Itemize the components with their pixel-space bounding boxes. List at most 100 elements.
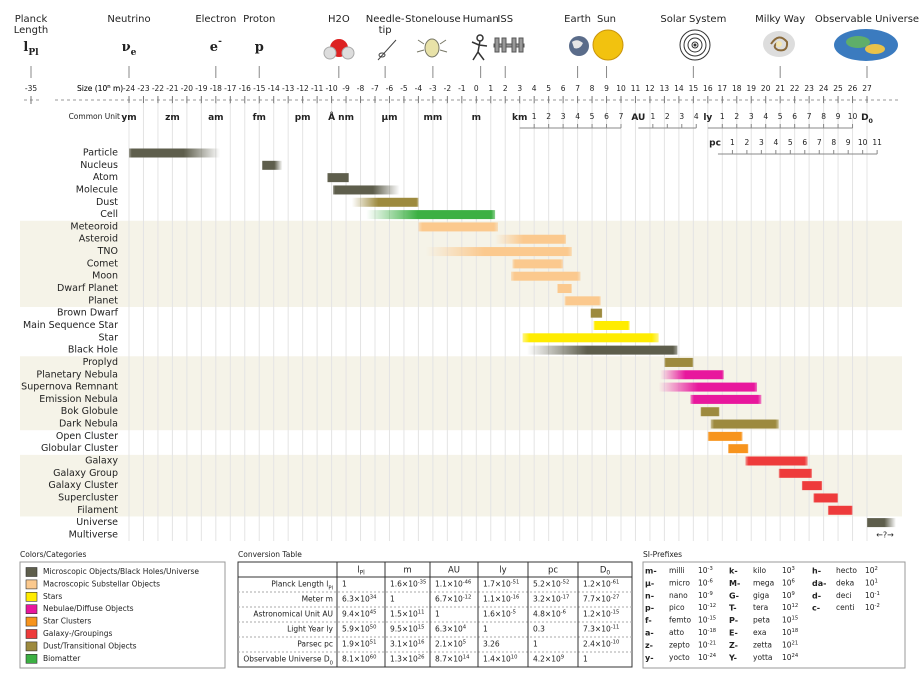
table-cell: 1 [533,640,538,649]
object-symbol-t: l [23,40,28,55]
si-power: 106 [782,578,796,588]
table-cell: 0.3 [533,625,545,634]
si-power-t: 10 [698,640,708,649]
si-power-sup: -9 [708,590,713,596]
si-name: mega [753,578,774,587]
table-cell-sup: -5 [511,609,516,615]
row-label: Moon [92,271,118,282]
row-bands [20,220,902,517]
row-label: Black Hole [68,345,118,356]
legend-label: Biomatter [43,654,81,663]
si-power-t: 10 [698,628,708,637]
size-label: Size (10n m) [77,84,123,94]
si-symbol: da- [812,579,826,588]
table-header: ly [499,565,506,575]
x-tick-label: 6 [561,84,566,93]
table-cell-t: 1 [342,580,347,589]
si-power-sup: 3 [792,566,795,572]
human-icon [471,34,488,61]
size-label-t: Size (10 [77,84,107,93]
table-cell-sup: -10 [611,639,620,645]
table-cell: 1.1×10-46 [435,579,472,589]
unit-label-t: Å [328,112,335,123]
table-cell: 9.5×1015 [390,624,424,634]
row-label: Planet [88,295,118,306]
si-power-sup: 12 [792,603,799,609]
table-cell-sup: -27 [611,594,620,600]
universe-icon [834,29,898,61]
unit-label-t: ym [121,113,136,123]
icons [323,29,898,61]
si-name: zepto [669,640,690,649]
range-bar [707,431,743,441]
table-cell-t: 6.7×10 [435,595,463,604]
unit-label: ym [121,113,136,123]
legend-swatch [25,641,38,652]
table-cell-sup: -6 [561,609,567,615]
unit-scale-label: 4 [763,112,768,121]
object-label: ISS [497,14,513,25]
object-label: Proton [243,14,275,25]
row-label: Galaxy Cluster [48,480,118,491]
si-power-sup: 2 [875,566,878,572]
row-label: Universe [76,517,118,528]
object-symbol-t: p [255,40,264,55]
table-cell-sup: -11 [611,624,620,630]
row-label: Emission Nebula [39,394,118,405]
table-cell: 1.3×1026 [390,654,425,664]
range-bar [327,173,349,183]
table-row-label-sub: 0 [330,660,333,666]
si-power-t: 10 [782,591,792,600]
unit-label-t: µm [381,113,397,123]
x-tick-label: -11 [311,84,323,93]
x-tick-label: 26 [848,84,858,93]
si-name: hecto [836,566,857,575]
table-cell: 1.2×10-61 [583,579,619,589]
table-cell: 5.9×1050 [342,624,376,634]
range-bar [658,382,758,392]
row-label: Galaxy [85,456,118,467]
table-cell-sup: -46 [463,579,472,585]
row-label: Supercluster [58,492,118,503]
object-label: Electron [195,14,236,25]
si-power: 10-3 [698,566,713,576]
unit-label: nm [338,113,354,123]
object-label: Length [14,25,49,36]
object-label: Observable Universe [815,14,919,25]
range-bar [511,271,581,281]
table-header-sub: 0 [606,570,610,577]
range-bar [590,308,603,318]
si-symbol: a- [645,629,654,638]
unit-label-t: mm [423,113,442,123]
earth-icon [569,36,589,56]
si-symbol: T- [729,604,737,613]
table-cell-t: 8.7×10 [435,655,463,664]
row-label: Comet [87,258,119,269]
table-cell-sup: 5 [463,639,466,645]
row-label: Star [99,332,119,343]
si-power-t: 10 [698,653,708,662]
si-power-sup: -15 [708,615,717,621]
object-label: H2O [328,14,350,25]
unit-label: AU [631,113,645,123]
si-symbol: G- [729,591,739,600]
table-cell-t: 5.9×10 [342,625,370,634]
si-power-t: 10 [698,578,708,587]
table-row-label: Parsec pc [297,640,333,649]
range-bar [366,210,496,220]
table-header: AU [448,565,460,575]
x-tick-label: 19 [746,84,756,93]
unit-label: am [208,113,223,123]
x-tick-label: -20 [181,84,193,93]
legend-label: Dust/Transitional Objects [43,641,137,650]
x-tick-label: -3 [429,84,437,93]
unit-scale-label: 9 [846,138,851,147]
table-cell-sup: 11 [418,609,425,615]
table-cell: 1.1×10-16 [483,594,520,604]
object-label: Stonelouse [405,14,460,25]
table-header-sub: Pl [360,570,366,577]
table-cell: 6.3×1034 [342,594,377,604]
object-symbol-sub: Pl [28,47,39,58]
table-cell-t: 3.26 [483,640,500,649]
x-tick-label: 15 [689,84,699,93]
